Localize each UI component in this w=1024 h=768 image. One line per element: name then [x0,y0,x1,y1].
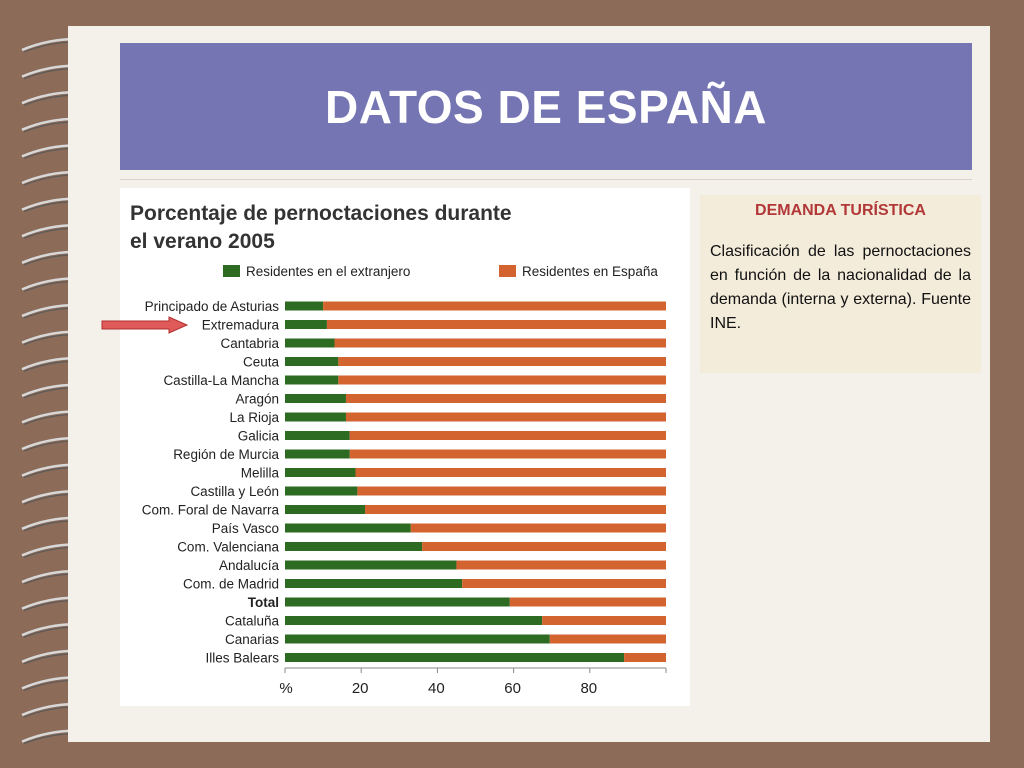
category-label: Extremadura [202,318,280,333]
bar-espana [365,505,666,514]
x-axis-unit-label: % [279,680,292,697]
bar-extranjero [285,597,510,607]
category-label: Total [248,595,279,610]
category-label: Castilla y León [190,484,279,499]
bar-espana [355,468,666,477]
bar-extranjero [285,449,350,459]
bar-extranjero [285,338,335,348]
x-tick-label: 40 [428,680,445,697]
bar-extranjero [285,394,346,403]
bar-espana [509,597,666,607]
x-tick-label: 80 [580,680,597,697]
legend-label: Residentes en el extranjero [246,264,410,279]
info-heading: DEMANDA TURÍSTICA [755,202,926,219]
category-label: Andalucía [219,558,280,573]
category-label: Ceuta [243,355,280,370]
bar-espana [549,634,666,644]
category-label: Com. de Madrid [183,577,279,592]
category-label: Región de Murcia [173,447,279,462]
bar-extranjero [285,523,411,533]
bar-espana [349,431,666,440]
bar-extranjero [285,375,339,385]
bar-extranjero [285,542,423,551]
divider [120,179,972,180]
category-label: Com. Foral de Navarra [142,503,280,518]
category-label: Melilla [241,466,280,481]
bar-espana [462,579,666,588]
page-title: DATOS DE ESPAÑA [324,80,767,133]
category-label: Principado de Asturias [145,299,280,314]
bar-extranjero [285,320,327,329]
highlight-arrow-icon [101,316,189,334]
legend-swatch [499,265,516,277]
bar-espana [542,616,666,625]
bar-extranjero [285,468,356,477]
bar-espana [338,357,666,366]
bar-espana [334,338,666,348]
bar-extranjero [285,431,350,440]
chart-panel: Porcentaje de pernoctaciones durante el v… [120,188,690,706]
legend-label: Residentes en España [522,264,658,279]
bar-espana [624,653,666,662]
chart-title: Porcentaje de pernoctaciones durante [130,202,512,225]
bar-espana [410,523,666,533]
bar-espana [456,560,666,570]
title-banner: DATOS DE ESPAÑA [120,43,972,170]
bar-espana [323,301,666,311]
info-box: DEMANDA TURÍSTICA Clasificación de las p… [700,195,981,373]
category-label: Com. Valenciana [177,540,279,555]
bar-espana [422,542,666,551]
category-label: Aragón [235,392,279,407]
legend-swatch [223,265,240,277]
bar-chart: Porcentaje de pernoctaciones durante el v… [130,202,667,697]
category-label: Cataluña [225,614,280,629]
bar-espana [326,320,666,329]
category-label: País Vasco [212,521,279,536]
category-label: Illes Balears [205,651,279,666]
x-tick-label: 60 [504,680,521,697]
bar-espana [349,449,666,459]
category-label: La Rioja [229,410,279,425]
bar-extranjero [285,616,543,625]
category-label: Castilla-La Mancha [163,373,279,388]
bar-extranjero [285,634,550,644]
category-label: Canarias [225,632,279,647]
x-tick-label: 20 [352,680,369,697]
category-label: Galicia [238,429,280,444]
bar-extranjero [285,505,366,514]
bar-extranjero [285,486,358,496]
chart-title: el verano 2005 [130,230,275,253]
bar-espana [357,486,666,496]
bar-extranjero [285,579,463,588]
bar-extranjero [285,560,457,570]
bar-extranjero [285,357,339,366]
category-label: Cantabria [220,336,279,351]
bar-extranjero [285,653,625,662]
info-text: Clasificación de las pernoctaciones en f… [710,243,971,332]
bar-extranjero [285,301,324,311]
bar-espana [345,412,666,422]
bar-espana [345,394,666,403]
bar-espana [338,375,666,385]
bar-extranjero [285,412,346,422]
